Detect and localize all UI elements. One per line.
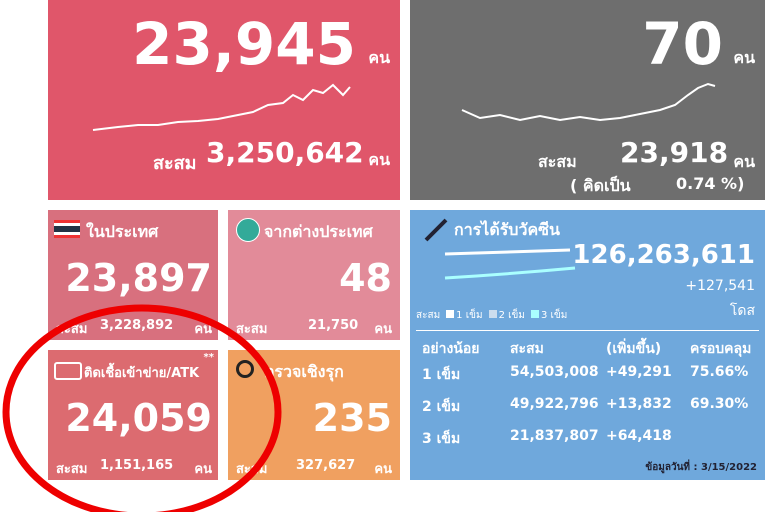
tile-value: 235 [312, 396, 392, 440]
atk-tile: ติดเชื้อเข้าข่าย/ATK ** 24,059 สะสม 1,15… [48, 350, 218, 480]
total: 3,250,642 [206, 136, 364, 169]
total-label: สะสม [236, 322, 268, 337]
footer: ข้อมูลวันที่ : 3/15/2022 [645, 462, 757, 473]
legend-item: 3 เข็ม [530, 308, 568, 323]
sparkline [444, 248, 576, 280]
table-header: ครอบคลุม [690, 341, 752, 357]
unit: คน [194, 322, 212, 337]
tile-title: จากต่างประเทศ [264, 222, 373, 241]
tile-title: ในประเทศ [86, 222, 159, 241]
tile-title: ตรวจเชิงรุก [264, 362, 344, 381]
unit: คน [374, 462, 392, 477]
table-cell: +13,832 [606, 396, 672, 412]
table-header: สะสม [510, 341, 544, 357]
unit: โดส [729, 303, 755, 319]
sparkline [92, 83, 351, 131]
vaccine-increase: +127,541 [685, 278, 755, 294]
tile-value: 24,059 [65, 396, 212, 440]
unit: คน [733, 48, 755, 67]
cases-tile: 23,945 คน สะสม 3,250,642 คน [48, 0, 400, 200]
unit: คน [733, 152, 755, 171]
table-cell: +49,291 [606, 364, 672, 380]
vaccine-total: 126,263,611 [572, 240, 755, 270]
vaccine-table: อย่างน้อย สะสม (เพิ่มขึ้น) ครอบคลุม 1 เข็ม 54… [410, 338, 765, 448]
table-cell: 1 เข็ม [422, 367, 461, 383]
table-cell: 3 เข็ม [422, 431, 461, 447]
unit: คน [368, 150, 390, 169]
ratio-label: ( คิดเป็น [570, 176, 631, 195]
deaths-tile: 70 คน สะสม 23,918 คน ( คิดเป็น 0.74 %) [410, 0, 765, 200]
table-cell: 2 เข็ม [422, 399, 461, 415]
table-cell: +64,418 [606, 428, 672, 444]
tile-title: การได้รับวัคซีน [454, 220, 560, 239]
legend-text: 3 เข็ม [540, 310, 568, 321]
tile-value: 23,897 [65, 256, 212, 300]
highlight-circle [2, 304, 282, 512]
globe-icon [236, 218, 260, 242]
total-label: สะสม [538, 152, 577, 171]
unit: คน [374, 322, 392, 337]
tile-value: 48 [339, 256, 392, 300]
cases-value: 23,945 [132, 10, 356, 78]
legend-text: 1 เข็ม [456, 310, 483, 321]
atk-icon [54, 362, 82, 380]
flag-icon [54, 220, 80, 238]
table-cell: 75.66% [690, 364, 749, 380]
search-icon [236, 360, 254, 378]
total: 1,151,165 [100, 458, 174, 473]
legend-item: 1 เข็ม [446, 308, 483, 323]
table-cell: 54,503,008 [510, 364, 599, 380]
unit: คน [368, 48, 390, 67]
sparkline [461, 82, 716, 122]
total: 3,228,892 [100, 318, 174, 333]
total: 327,627 [296, 458, 356, 473]
imported-tile: จากต่างประเทศ 48 สะสม 21,750 คน [228, 210, 400, 340]
legend: สะสม 1 เข็ม 2 เข็ม 3 เข็ม [416, 308, 567, 323]
total: 21,750 [308, 318, 359, 333]
total-label: สะสม [153, 153, 197, 174]
legend-text: 2 เข็ม [498, 310, 525, 321]
syringe-icon [424, 218, 448, 242]
deaths-value: 70 [642, 10, 723, 78]
table-header: อย่างน้อย [422, 341, 480, 357]
legend-item: 2 เข็ม [488, 308, 525, 323]
footnote-mark: ** [203, 352, 214, 363]
divider [416, 330, 759, 331]
unit: คน [194, 462, 212, 477]
vaccine-tile: การได้รับวัคซีน 126,263,611 +127,541 โดส… [410, 210, 765, 480]
table-cell: 69.30% [690, 396, 749, 412]
table-cell: 21,837,807 [510, 428, 599, 444]
table-cell: 49,922,796 [510, 396, 599, 412]
total-label: สะสม [56, 462, 88, 477]
total: 23,918 [620, 136, 729, 169]
proactive-tile: ตรวจเชิงรุก 235 สะสม 327,627 คน [228, 350, 400, 480]
ratio: 0.74 %) [676, 174, 745, 193]
legend-label: สะสม [416, 310, 441, 321]
table-header: (เพิ่มขึ้น) [606, 341, 662, 357]
tile-title: ติดเชื้อเข้าข่าย/ATK [84, 366, 200, 381]
